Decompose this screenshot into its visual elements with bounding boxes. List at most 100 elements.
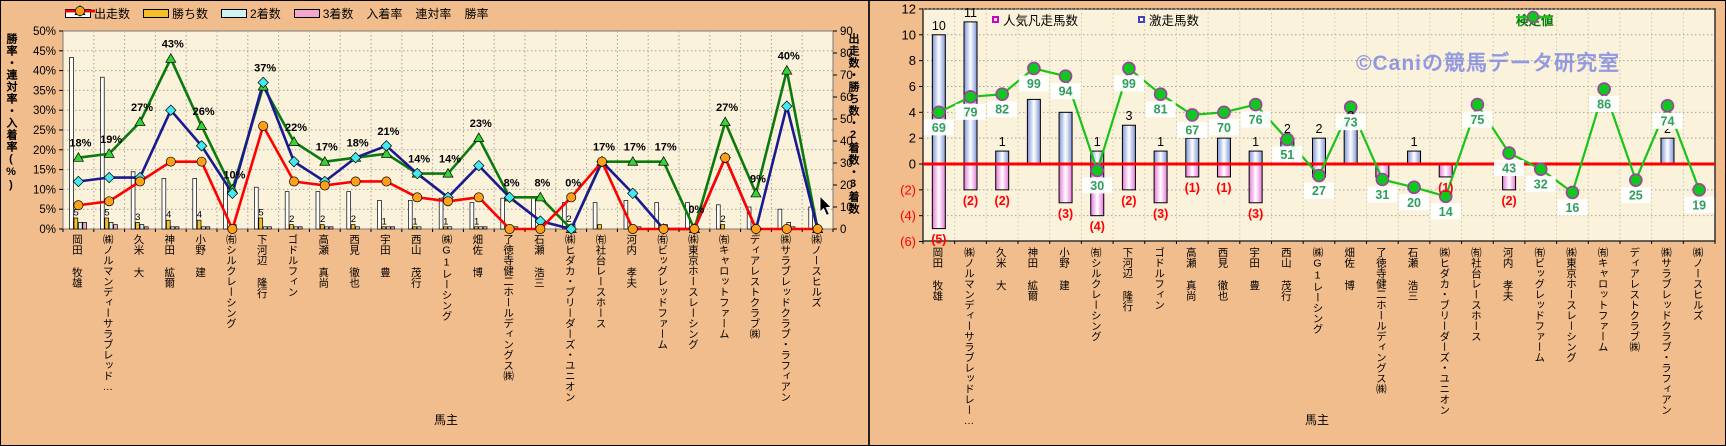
x-label-3: 神田 絋爾 — [1026, 247, 1039, 301]
bar-3着数-0 — [82, 222, 87, 230]
bar-勝ち数-11 — [412, 226, 417, 230]
marker-検定値-17 — [1470, 97, 1485, 112]
y-left-tick-3: 15% — [33, 165, 56, 177]
x-label-10: 宇田 豊 — [1248, 247, 1261, 291]
x-label-18: 河内 孝夫 — [625, 234, 638, 288]
point-label-13: 23% — [470, 118, 492, 130]
x-label-9: 西見 徹也 — [348, 234, 361, 288]
x-label-14: 了徳寺健二ホールディングス㈱ — [502, 234, 515, 381]
test-label-box-17 — [1462, 111, 1493, 128]
point-label-3: 43% — [162, 39, 184, 51]
bar-出走数-17 — [592, 202, 598, 230]
x-label-0: 岡田 牧雄 — [931, 247, 944, 301]
legend-label: 激走馬数 — [1149, 14, 1200, 28]
bar-2着数-6 — [262, 226, 268, 230]
test-label-box-24 — [1684, 196, 1715, 213]
point-label-14: 8% — [504, 177, 520, 189]
bar-勝ち数-8 — [320, 224, 325, 230]
marker-勝率-8 — [319, 180, 330, 191]
marker-勝率-14 — [504, 224, 515, 234]
marker-連対率-23 — [781, 100, 793, 112]
test-label-box-16 — [1430, 203, 1461, 220]
x-label-3: 神田 絋爾 — [163, 234, 176, 288]
right-chart-panel: 1011113122122312(5)(2)(2)(3)(4)(2)(3)(1)… — [869, 1, 1725, 445]
test-label-box-11 — [1272, 146, 1303, 163]
x-label-10: 宇田 豊 — [378, 234, 391, 278]
point-label-6: 37% — [254, 62, 276, 74]
test-label-21: 86 — [1597, 98, 1611, 112]
marker-入着率-18 — [627, 155, 639, 166]
marker-入着率-1 — [103, 148, 115, 158]
bar-3着数-1 — [113, 224, 118, 230]
point-label-16: 0% — [565, 177, 581, 189]
bar-出走数-13 — [469, 202, 475, 230]
y-tick-9: (6) — [900, 234, 916, 249]
bar-2着数-12 — [447, 226, 453, 230]
y-tick-6: 0 — [909, 157, 916, 172]
legend-swatch — [1138, 16, 1145, 23]
bar-label-人気凡走馬数-16: (1) — [1438, 181, 1453, 195]
bar-label-激走馬数-23: 2 — [1664, 122, 1671, 136]
test-label-box-21 — [1589, 96, 1620, 113]
test-label-box-3 — [1018, 75, 1049, 92]
bar-勝ち数-4 — [196, 219, 202, 230]
point-label-12: 14% — [439, 154, 461, 166]
bar-激走馬数-0 — [931, 34, 946, 165]
x-label-21: ㈲キャロットファーム — [717, 234, 730, 339]
marker-検定値-23 — [1660, 99, 1675, 113]
marker-検定値-12 — [1312, 168, 1326, 183]
legend-swatch — [293, 9, 320, 18]
bar-label-勝ち数-3: 4 — [166, 210, 171, 221]
y-left-tick-4: 20% — [33, 145, 56, 157]
test-label-8: 67 — [1185, 123, 1199, 137]
marker-検定値-5 — [1090, 163, 1105, 178]
test-label-box-5 — [1082, 177, 1113, 194]
x-label-5: ㈲シルクレーシング — [224, 234, 237, 329]
bar-激走馬数-15 — [1407, 150, 1422, 165]
bar-label-勝ち数-16: 2 — [566, 214, 571, 225]
bar-2着数-0 — [78, 222, 83, 230]
test-label-box-19 — [1525, 176, 1556, 193]
x-label-7: ゴドルフィン — [286, 234, 299, 297]
y-left-tick-9: 45% — [33, 46, 56, 58]
test-label-0: 69 — [932, 121, 946, 135]
test-label-box-20 — [1557, 199, 1588, 216]
x-label-17: ㈲社台レースホース — [1469, 247, 1482, 342]
point-label-1: 19% — [100, 134, 122, 146]
bar-人気凡走馬数-16 — [1438, 163, 1453, 178]
marker-勝率-16 — [566, 192, 577, 203]
bar-出走数-1 — [100, 76, 105, 230]
marker-勝率-2 — [135, 176, 145, 187]
bar-label-激走馬数-10: 1 — [1252, 135, 1259, 149]
bar-勝ち数-0 — [73, 217, 79, 230]
bar-label-人気凡走馬数-2: (2) — [995, 194, 1010, 208]
x-label-11: 西山 茂行 — [409, 234, 422, 288]
marker-勝率-7 — [289, 176, 299, 187]
bar-出走数-0 — [69, 57, 74, 230]
legend-label: 連対率 — [415, 7, 452, 21]
x-label-17: ㈲社台レースホース — [594, 234, 607, 329]
marker-勝率-19 — [658, 224, 669, 234]
bar-label-激走馬数-15: 1 — [1411, 135, 1418, 149]
bar-出走数-8 — [315, 191, 321, 230]
marker-検定値-19 — [1533, 162, 1548, 176]
marker-検定値-13 — [1343, 100, 1358, 114]
bar-label-勝ち数-4: 4 — [197, 210, 202, 221]
marker-検定値-1 — [963, 90, 978, 104]
y-right-tick-0: 0 — [840, 224, 846, 236]
marker-連対率-11 — [411, 167, 423, 180]
point-label-7: 22% — [285, 122, 307, 134]
marker-検定値-16 — [1438, 189, 1453, 204]
point-label-10: 21% — [377, 126, 399, 138]
mouse-cursor — [819, 196, 833, 217]
x-label-23: ㈱サラブレッドクラブ・ラフィアン — [1659, 247, 1672, 415]
point-label-18: 17% — [624, 142, 646, 154]
marker-勝率-15 — [535, 224, 546, 234]
test-label-box-8 — [1177, 121, 1208, 138]
marker-勝率-21 — [720, 152, 731, 163]
y-tick-4: 4 — [909, 105, 916, 120]
marker-連対率-13 — [473, 159, 485, 172]
legend-swatch — [143, 9, 170, 18]
x-label-15: 石瀬 浩三 — [1406, 247, 1419, 301]
